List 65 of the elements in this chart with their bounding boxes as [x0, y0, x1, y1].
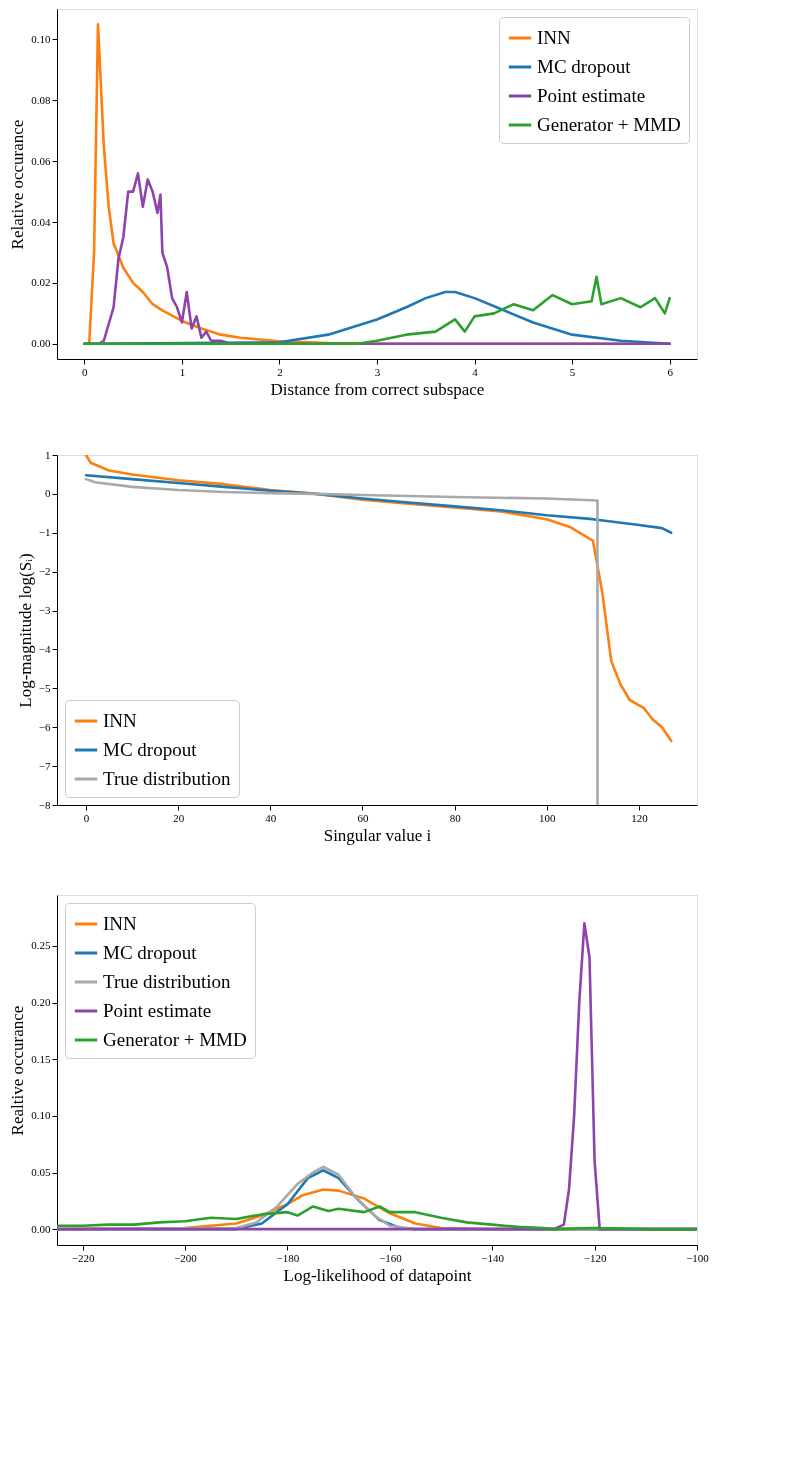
x-tick-label: −140 [481, 1251, 505, 1264]
x-tick-label: 5 [569, 365, 576, 378]
y-tick-label: 0 [45, 487, 51, 500]
x-tick-label: 2 [277, 365, 283, 378]
y-tick-label: −2 [38, 565, 51, 578]
y-tick-label: 0.25 [31, 939, 51, 952]
legend-label: MC dropout [103, 942, 198, 963]
y-tick-label: 0.02 [31, 276, 51, 289]
legend-label: Point estimate [537, 85, 646, 106]
y-tick-label: 0.06 [31, 154, 51, 167]
legend-label: Generator + MMD [103, 1029, 247, 1050]
legend-label: INN [103, 913, 138, 934]
legend-label: INN [537, 27, 572, 48]
x-tick-label: 4 [472, 365, 479, 378]
x-tick-label: 0 [83, 811, 90, 824]
line-series [83, 275, 671, 346]
x-tick-label: 6 [667, 365, 674, 378]
y-tick-label: −4 [38, 642, 51, 655]
y-tick-label: −8 [38, 798, 51, 811]
x-axis-title: Singular value i [323, 825, 432, 845]
y-tick-label: 0.04 [31, 215, 51, 228]
x-tick-label: 120 [631, 811, 649, 824]
y-tick-label: −5 [38, 681, 51, 694]
x-tick-label: 100 [539, 811, 557, 824]
x-tick-label: 1 [179, 365, 186, 378]
x-axis-title: Distance from correct subspace [270, 379, 485, 399]
y-tick-label: 0.00 [31, 337, 51, 350]
legend-label: MC dropout [103, 739, 198, 760]
legend-label: INN [103, 710, 138, 731]
legend-label: True distribution [103, 971, 232, 992]
y-axis-title: Relative occurance [8, 119, 28, 250]
y-tick-label: 0.10 [31, 32, 51, 45]
x-tick-label: −120 [583, 1251, 607, 1264]
x-tick-label: 80 [449, 811, 462, 824]
legend-label: Point estimate [103, 1000, 212, 1021]
y-tick-label: 0.00 [31, 1222, 51, 1235]
x-tick-label: −220 [71, 1251, 95, 1264]
x-tick-label: −100 [686, 1251, 710, 1264]
y-tick-label: −1 [38, 526, 51, 539]
x-tick-label: −200 [174, 1251, 198, 1264]
legend-label: MC dropout [537, 56, 632, 77]
x-tick-label: 20 [173, 811, 185, 824]
line-series [84, 477, 599, 805]
y-axis-title: Realtive occurance [8, 1005, 28, 1136]
x-tick-label: 3 [374, 365, 381, 378]
x-tick-label: 0 [82, 365, 89, 378]
line-series [57, 1205, 697, 1231]
x-tick-label: −180 [276, 1251, 300, 1264]
y-tick-label: −3 [38, 604, 51, 617]
line-series [84, 473, 673, 535]
y-tick-label: 0.15 [31, 1052, 51, 1065]
y-tick-label: 0.05 [31, 1166, 51, 1179]
x-tick-label: 40 [265, 811, 277, 824]
x-tick-label: 60 [357, 811, 369, 824]
y-tick-label: 1 [45, 448, 51, 461]
y-tick-label: 0.20 [31, 996, 51, 1009]
legend-label: Generator + MMD [537, 114, 681, 135]
y-tick-label: 0.10 [31, 1109, 51, 1122]
y-axis-title: Log-magnitude log(Sᵢ) [15, 553, 35, 708]
x-tick-label: −160 [378, 1251, 403, 1264]
y-tick-label: −7 [38, 759, 51, 772]
x-axis-title: Log-likelihood of datapoint [283, 1265, 472, 1285]
y-tick-label: 0.08 [31, 93, 51, 106]
legend-label: True distribution [103, 768, 232, 789]
y-tick-label: −6 [38, 720, 51, 733]
